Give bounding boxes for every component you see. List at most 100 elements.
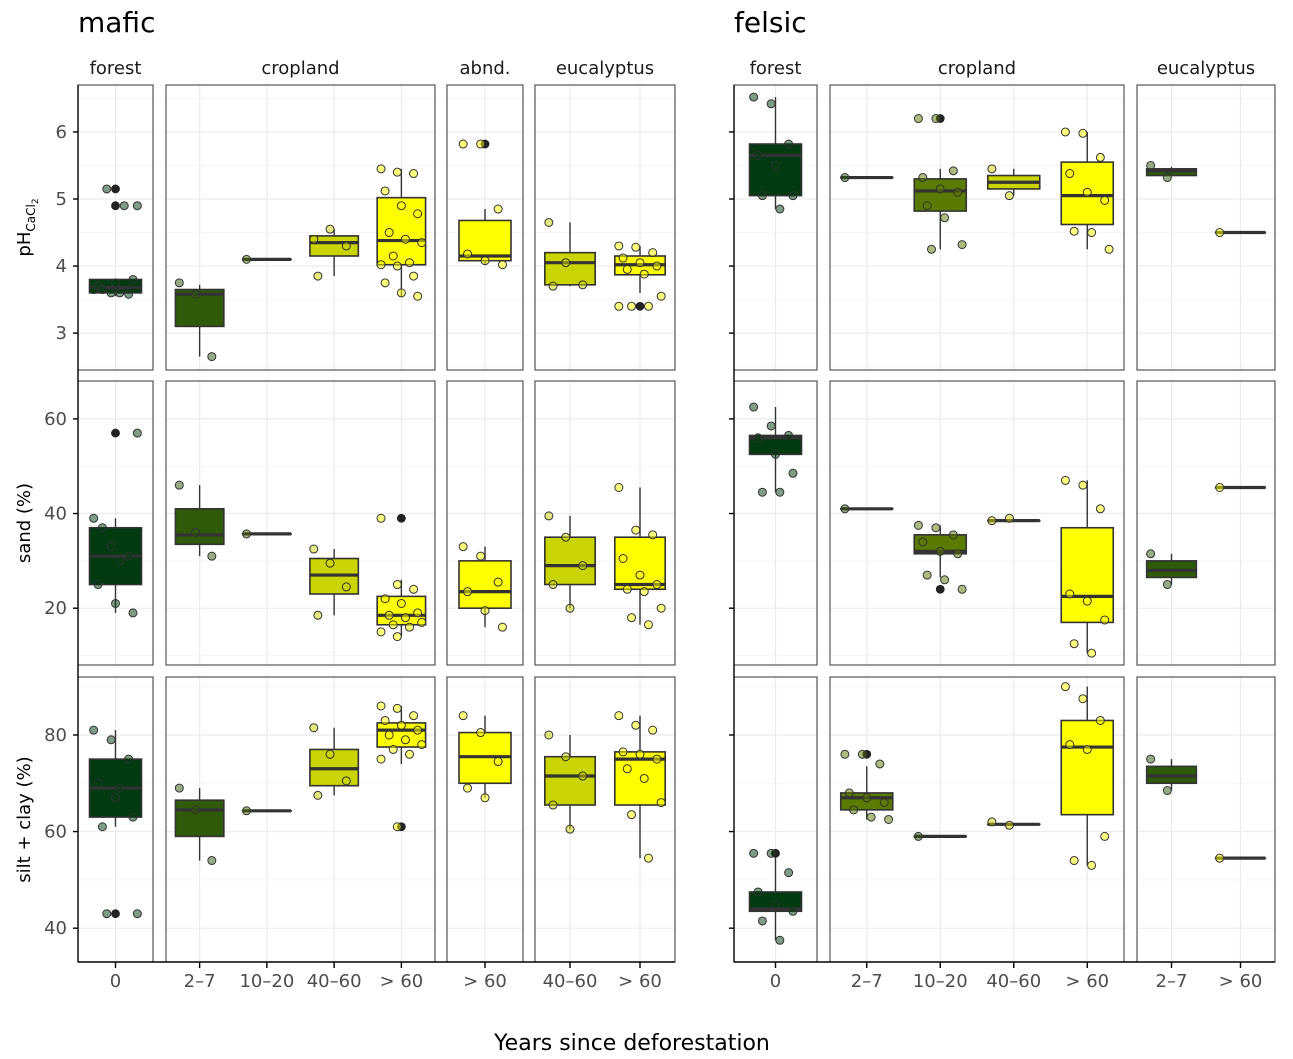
- data-point-sand: [652, 580, 662, 590]
- data-point-ph: [417, 238, 427, 248]
- data-point-sand: [614, 483, 624, 492]
- data-point-silt: [380, 715, 390, 725]
- data-point-sand: [627, 613, 637, 623]
- data-point-ph: [1162, 173, 1172, 183]
- data-point-sand: [922, 570, 932, 580]
- data-point-ph: [757, 191, 767, 201]
- data-point-sand: [207, 551, 217, 561]
- data-point-silt: [784, 868, 794, 878]
- data-point-sand: [788, 468, 798, 478]
- box-silt: [1060, 719, 1115, 816]
- data-point-ph: [396, 288, 406, 298]
- data-point-sand: [106, 542, 116, 552]
- data-point-silt: [493, 757, 503, 767]
- data-point-ph: [922, 201, 932, 211]
- x-tick-label-felsic-eucalyptus-0: 2–7: [1156, 971, 1188, 992]
- data-point-ph: [749, 92, 759, 102]
- data-point-silt: [844, 788, 854, 798]
- data-point-silt: [879, 798, 889, 808]
- box-sand: [1060, 526, 1115, 624]
- panel-frame-felsic-cropland-ph: [829, 84, 1125, 371]
- data-point-ph: [124, 289, 134, 299]
- data-point-silt: [413, 725, 423, 735]
- panel-frame-mafic-cropland-sand: [165, 380, 436, 666]
- data-point-sand: [405, 622, 415, 632]
- strip-mafic-eucalyptus: eucalyptus: [556, 58, 654, 79]
- y-tick-label-silt-40: 40: [44, 918, 67, 939]
- data-point-ph: [788, 191, 798, 201]
- data-point-silt: [1100, 831, 1110, 841]
- data-point-silt: [884, 815, 894, 824]
- data-point-ph: [987, 164, 997, 174]
- data-point-silt: [325, 749, 335, 759]
- data-point-silt: [1078, 694, 1088, 704]
- data-point-sand: [493, 577, 503, 587]
- panel-frame-felsic-eucalyptus-sand: [1136, 380, 1276, 666]
- data-point-silt: [476, 728, 486, 738]
- data-point-sand: [918, 537, 928, 547]
- data-point-ph: [918, 173, 928, 183]
- data-point-ph: [497, 260, 507, 270]
- x-tick-label-mafic-cropland-2: 40–60: [307, 971, 362, 992]
- data-point-silt: [1004, 820, 1014, 830]
- strip-felsic-forest: forest: [750, 58, 802, 79]
- data-point-silt: [309, 723, 319, 733]
- y-tick-label-ph-6: 6: [56, 122, 67, 143]
- data-point-silt: [622, 764, 632, 774]
- data-point-sand: [313, 610, 323, 620]
- data-point-ph: [106, 288, 116, 298]
- outlier-point-ph: [111, 184, 120, 194]
- x-tick-label-felsic-cropland-1: 10–20: [913, 971, 968, 992]
- data-point-sand: [93, 580, 103, 590]
- data-point-ph: [622, 264, 632, 274]
- data-point-silt: [396, 720, 406, 730]
- data-point-silt: [788, 906, 798, 916]
- data-point-sand: [618, 554, 628, 563]
- data-point-silt: [857, 749, 867, 759]
- data-point-silt: [242, 806, 252, 816]
- data-point-silt: [89, 725, 99, 735]
- outlier-point-ph: [111, 201, 120, 211]
- data-point-silt: [849, 805, 859, 815]
- data-point-silt: [409, 711, 419, 721]
- data-point-sand: [392, 632, 402, 642]
- data-point-silt: [652, 754, 662, 764]
- data-point-ph: [242, 254, 252, 264]
- data-point-ph: [493, 204, 503, 214]
- data-point-silt: [1095, 715, 1105, 725]
- outlier-point-sand: [935, 584, 945, 594]
- data-point-sand: [128, 608, 138, 618]
- box-ph: [543, 251, 596, 286]
- data-point-ph: [1060, 127, 1070, 137]
- strip-mafic-abnd.: abnd.: [459, 58, 510, 79]
- x-tick-label-felsic-forest-0: 0: [770, 971, 781, 992]
- data-point-silt: [388, 744, 398, 754]
- data-point-ph: [957, 240, 967, 250]
- data-point-silt: [313, 790, 323, 800]
- data-point-sand: [948, 530, 958, 540]
- data-point-silt: [392, 703, 402, 713]
- data-point-silt: [643, 853, 653, 863]
- data-point-ph: [561, 258, 571, 268]
- data-point-sand: [111, 598, 120, 608]
- data-point-ph: [325, 224, 335, 234]
- data-point-silt: [618, 747, 628, 757]
- data-point-ph: [128, 274, 138, 284]
- data-point-sand: [561, 532, 571, 542]
- x-tick-label-felsic-cropland-2: 40–60: [986, 971, 1041, 992]
- data-point-silt: [766, 848, 776, 858]
- data-point-ph: [913, 114, 923, 124]
- strip-felsic-cropland: cropland: [938, 58, 1016, 79]
- data-point-silt: [400, 735, 410, 745]
- data-point-sand: [89, 513, 99, 523]
- data-point-ph: [384, 228, 394, 238]
- data-point-ph: [476, 139, 486, 149]
- data-point-ph: [313, 271, 323, 281]
- x-tick-label-mafic-cropland-3: > 60: [380, 971, 424, 992]
- y-tick-label-ph-4: 4: [56, 256, 67, 277]
- data-point-sand: [1065, 589, 1075, 599]
- x-tick-label-felsic-cropland-3: > 60: [1065, 971, 1109, 992]
- data-point-silt: [392, 822, 402, 832]
- data-point-silt: [458, 711, 468, 721]
